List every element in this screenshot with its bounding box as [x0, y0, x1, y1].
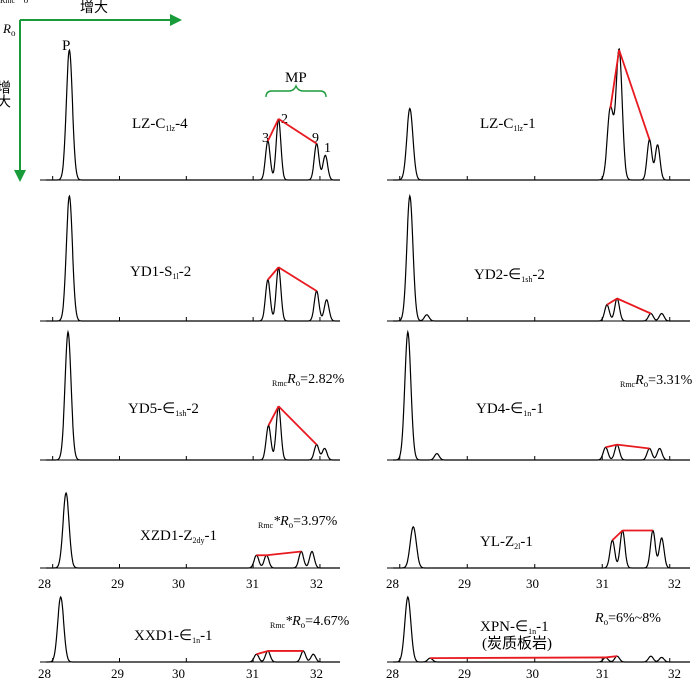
peak-number-9: 9 — [312, 131, 319, 146]
x-tick-label: 31 — [596, 666, 609, 681]
mp-connector-line — [267, 266, 280, 281]
mp-brace-shape — [265, 84, 327, 98]
x-tick-label: 32 — [310, 666, 323, 681]
mp-connector-line — [430, 656, 606, 659]
chromatogram-trace — [46, 491, 340, 569]
mp-connector-line — [277, 405, 318, 446]
mp-connector-line — [611, 529, 624, 541]
mp-connector-line — [278, 118, 318, 145]
peak-number-labels: 3 2 9 1 — [262, 112, 331, 156]
chromatogram-trace — [393, 47, 690, 181]
mp-connector-line — [616, 297, 652, 315]
mp-brace: MP — [265, 70, 327, 98]
peak-number-1: 1 — [324, 141, 331, 156]
panel-YD4-∈1n-1: YD4-∈1n-1 RmcRo=3.31% — [387, 329, 693, 461]
ro-annotation: Ro=6%~8% — [594, 611, 661, 627]
mp-connector-line — [605, 655, 618, 659]
sample-label: YD5-∈1sh-2 — [128, 401, 199, 418]
chromatogram-trace — [46, 48, 340, 181]
x-tick-label: 29 — [111, 576, 124, 591]
mp-connector-line — [267, 405, 280, 426]
chromatogram-trace — [393, 329, 690, 461]
x-tick-label: 30 — [172, 666, 185, 681]
x-tick-label: 32 — [668, 576, 681, 591]
x-tick-label: 28 — [38, 666, 51, 681]
horizontal-arrow-head — [170, 14, 182, 26]
x-tick-label: 28 — [386, 576, 399, 591]
panel-XZD1-Z2dy-1: XZD1-Z2dy-1 Rmc*Ro=3.97% — [40, 491, 340, 569]
sample-label: YD2-∈1sh-2 — [474, 267, 545, 284]
mp-connector-line — [616, 443, 650, 450]
mp-connector-line — [609, 49, 621, 109]
panel-XPN-∈1n-1: XPN-∈1n-1(炭质板岩) Ro=6%~8% — [387, 595, 690, 663]
x-tick-label: 31 — [246, 666, 259, 681]
vertical-arrow-head — [14, 170, 26, 182]
chromatogram-trace — [46, 194, 340, 322]
chromatogram-trace — [393, 595, 690, 663]
ro-annotation: Rmc*Ro=3.97% — [258, 514, 338, 530]
x-tick-label: 30 — [526, 666, 539, 681]
x-tick-label: 28 — [386, 666, 399, 681]
mp-connector-line — [618, 49, 651, 140]
sample-label: YD4-∈1n-1 — [476, 401, 544, 418]
mp-connector-line — [605, 443, 618, 449]
panel-LZ-C1lz-1: LZ-C1lz-1 RmcRo=2.73% — [0, 0, 690, 181]
panel-XXD1-∈1n-1: XXD1-∈1n-1 Rmc*Ro=4.67% — [40, 595, 350, 663]
axis-arrows: 增大 增大 Ro — [0, 0, 182, 182]
sample-sublabel: (炭质板岩) — [482, 634, 552, 652]
ro-annotation: RmcRo=2.82% — [272, 372, 345, 388]
horizontal-arrow-label: 增大 — [80, 0, 108, 16]
chromatogram-trace — [46, 329, 340, 461]
panel-YL-Z2l-1: YL-Z2l-1 — [387, 525, 690, 569]
peak-p-label: P — [62, 38, 70, 54]
mp-label: MP — [285, 70, 307, 86]
chromatogram-trace — [393, 525, 690, 569]
x-tick-label: 32 — [310, 576, 323, 591]
x-tick-label: 29 — [458, 666, 471, 681]
sample-label: XXD1-∈1n-1 — [134, 628, 213, 645]
x-tick-label: 30 — [526, 576, 539, 591]
sample-label: XPN-∈1n-1 — [480, 619, 549, 636]
x-tick-label: 29 — [458, 576, 471, 591]
mp-connector-line — [267, 118, 280, 142]
x-tick-label: 31 — [246, 576, 259, 591]
panel-LZ-C1lz-4: LZ-C1lz-4 — [40, 48, 340, 181]
x-tick-labels-right: 28 29 30 31 32 28 29 30 31 32 — [386, 576, 681, 681]
x-tick-label: 32 — [668, 666, 681, 681]
mp-connector-line — [256, 650, 269, 656]
x-tick-label: 28 — [38, 576, 51, 591]
panel-YD2-∈1sh-2: YD2-∈1sh-2 — [387, 193, 690, 322]
ro-annotation: RmcRo=2.73% — [0, 0, 73, 5]
peak-number-3: 3 — [262, 131, 269, 146]
mp-connector-line — [606, 297, 618, 306]
ro-annotation: Rmc*Ro=4.67% — [270, 614, 350, 630]
chromatogram-trace — [393, 193, 690, 322]
x-tick-label: 31 — [596, 576, 609, 591]
sample-label: XZD1-Z2dy-1 — [140, 528, 217, 545]
sample-label: LZ-C1lz-4 — [132, 116, 188, 133]
panel-YD5-∈1sh-2: YD5-∈1sh-2 RmcRo=2.82% — [40, 329, 345, 461]
ro-label: Ro — [2, 21, 16, 38]
sample-label: YD1-S1l-2 — [130, 264, 191, 281]
peak-number-2: 2 — [281, 112, 288, 127]
x-tick-label: 29 — [111, 666, 124, 681]
panel-YD1-S1l-2: YD1-S1l-2 — [40, 194, 340, 322]
chromatogram-trace — [46, 595, 340, 663]
mp-connector-line — [266, 550, 302, 557]
sample-label: YL-Z2l-1 — [480, 534, 533, 551]
mp-connector-line — [278, 266, 318, 292]
ro-annotation: RmcRo=3.31% — [620, 373, 693, 389]
x-tick-label: 30 — [172, 576, 185, 591]
panels: LZ-C1lz-4 LZ-C1lz-1 RmcRo=2.73% YD1-S1l-2 YD… — [0, 0, 693, 663]
x-tick-labels-left: 28 29 30 31 32 28 29 30 31 32 — [38, 576, 323, 681]
sample-label: LZ-C1lz-1 — [480, 116, 536, 133]
vertical-arrow-label: 增大 — [0, 80, 11, 108]
